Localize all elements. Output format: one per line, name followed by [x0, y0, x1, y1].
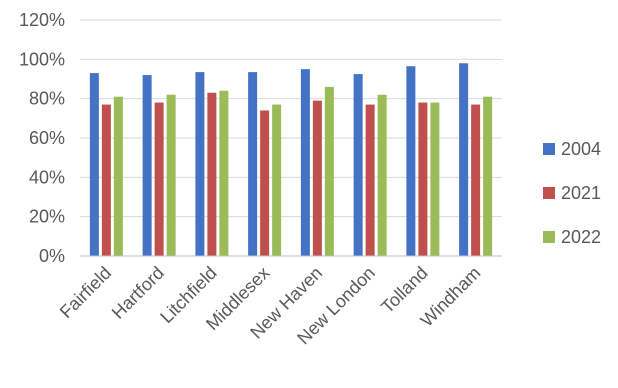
bar-2004-hartford	[142, 75, 152, 256]
bar-2004-new-london	[353, 74, 363, 256]
bar-2004-windham	[459, 63, 469, 257]
bar-2021-middlesex	[260, 110, 270, 256]
bar-2004-middlesex	[248, 72, 258, 256]
bar-2022-middlesex	[272, 104, 282, 256]
legend-label: 2022	[561, 227, 601, 247]
legend-swatch	[543, 231, 555, 243]
bar-2021-litchfield	[207, 92, 217, 257]
legend-label: 2004	[561, 139, 601, 159]
y-axis-ticks: 0% 20% 40% 60% 80% 100% 120%	[19, 10, 65, 266]
bar-2021-fairfield	[101, 104, 111, 256]
y-tick-label: 20%	[29, 207, 65, 227]
bar-2022-litchfield	[219, 90, 229, 256]
bar-2022-tolland	[430, 102, 440, 256]
legend-label: 2021	[561, 183, 601, 203]
y-tick-label: 80%	[29, 89, 65, 109]
bar-2022-windham	[483, 96, 493, 256]
bar-2004-tolland	[406, 66, 416, 256]
y-tick-label: 60%	[29, 128, 65, 148]
bar-2004-litchfield	[195, 72, 205, 256]
bar-2021-hartford	[154, 102, 164, 256]
bar-2022-hartford	[166, 94, 176, 256]
bar-2004-new-haven	[300, 69, 310, 257]
legend-swatch	[543, 143, 555, 155]
bar-2021-new-london	[365, 104, 375, 256]
bar-2022-fairfield	[113, 96, 123, 256]
y-tick-label: 100%	[19, 49, 65, 69]
y-tick-label: 40%	[29, 167, 65, 187]
bar-2022-new-haven	[324, 86, 334, 256]
y-tick-label: 120%	[19, 10, 65, 30]
bar-2021-windham	[471, 104, 481, 256]
x-category-label: Fairfield	[56, 263, 115, 322]
bar-2022-new-london	[377, 94, 387, 256]
bar-2021-tolland	[418, 102, 428, 256]
y-tick-label: 0%	[39, 246, 65, 266]
bars	[89, 63, 493, 257]
bar-2021-new-haven	[312, 100, 322, 256]
legend: 2004 2021 2022	[543, 139, 601, 247]
category-labels: FairfieldHartfordLitchfieldMiddlesexNew …	[56, 263, 485, 349]
legend-swatch	[543, 187, 555, 199]
bar-2004-fairfield	[89, 73, 99, 256]
